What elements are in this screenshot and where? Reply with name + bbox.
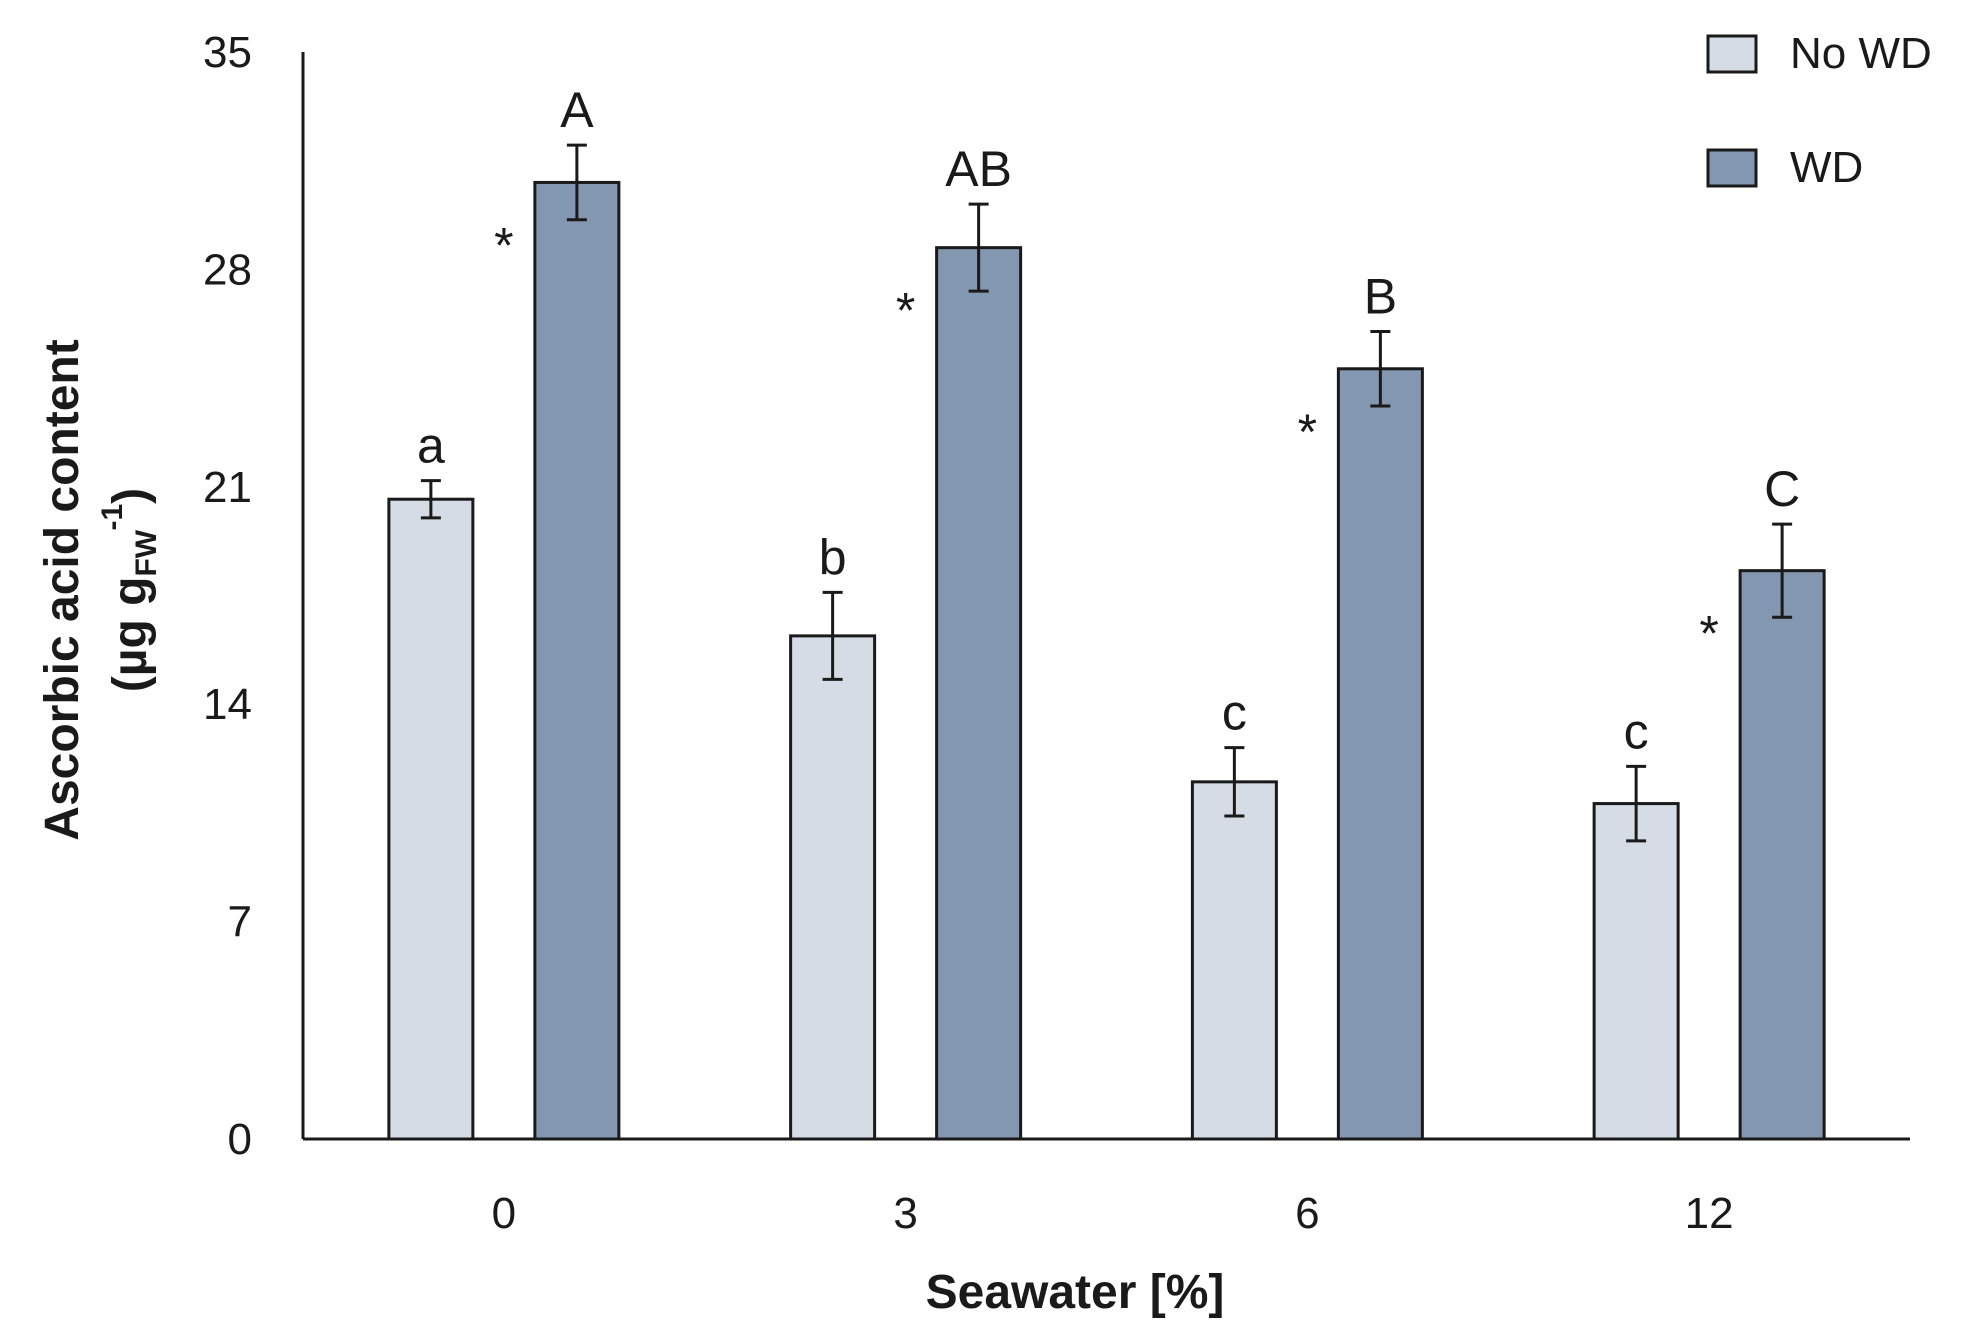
bar-wd	[1336, 367, 1424, 1141]
y-tick-label: 35	[203, 28, 252, 77]
legend-label: WD	[1790, 143, 1863, 192]
y-tick-label: 21	[203, 463, 252, 512]
legend-swatch	[1706, 148, 1758, 188]
significance-letter: a	[417, 418, 445, 474]
y-axis-title-line1: Ascorbic acid content	[36, 339, 89, 840]
significance-letter: C	[1764, 461, 1800, 517]
x-tick-label: 0	[492, 1189, 516, 1238]
legend: No WD WD	[1706, 29, 1932, 192]
significance-letter: c	[1624, 703, 1649, 759]
bar-no-wd	[1190, 780, 1278, 1141]
significance-letter: c	[1222, 685, 1247, 741]
y-tick-label: 0	[228, 1115, 252, 1164]
x-tick-label: 3	[893, 1189, 917, 1238]
y-axis-ticks: 0 7 14 21 28 35	[203, 28, 252, 1164]
x-axis-title: Seawater [%]	[926, 1266, 1225, 1319]
significance-asterisk: *	[494, 217, 513, 273]
y-tick-label: 28	[203, 245, 252, 294]
x-tick-label: 12	[1685, 1189, 1734, 1238]
significance-letter: AB	[945, 141, 1012, 197]
bar-no-wd	[1592, 802, 1680, 1141]
y-axis-title: Ascorbic acid content (µg gFW-1)	[36, 339, 163, 840]
legend-swatch	[1706, 34, 1758, 74]
significance-letter: B	[1364, 269, 1397, 325]
significance-letter: b	[819, 529, 847, 585]
significance-letter: A	[560, 82, 594, 138]
significance-asterisk: *	[1298, 404, 1317, 460]
significance-asterisk: *	[896, 283, 915, 339]
legend-label: No WD	[1790, 29, 1932, 78]
x-axis-ticks: 0 3 6 12	[492, 1189, 1734, 1238]
significance-asterisk: *	[1699, 606, 1718, 662]
y-axis-title-line2: (µg gFW-1)	[96, 488, 163, 692]
bar-wd	[935, 246, 1023, 1141]
bar-no-wd	[387, 497, 475, 1141]
bar-wd	[1738, 569, 1826, 1141]
x-tick-label: 6	[1295, 1189, 1319, 1238]
bar-no-wd	[789, 634, 877, 1141]
y-tick-label: 14	[203, 680, 252, 729]
bars-group: a A * b AB * c B * c C *	[387, 82, 1826, 1141]
bar-wd	[533, 180, 621, 1141]
y-tick-label: 7	[228, 898, 252, 947]
